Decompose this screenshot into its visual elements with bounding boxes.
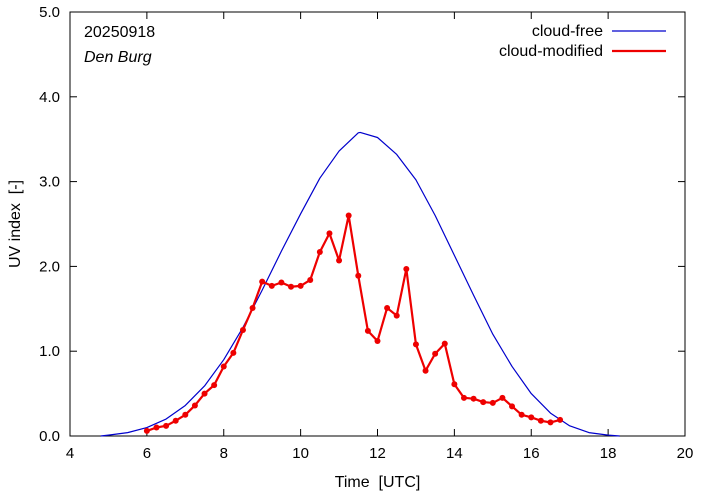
- data-point-cloud-modified: [451, 381, 458, 388]
- legend-label-cloud-modified: cloud-modified: [499, 43, 603, 60]
- data-point-cloud-modified: [326, 230, 333, 237]
- data-point-cloud-modified: [547, 419, 554, 426]
- data-point-cloud-modified: [509, 403, 516, 410]
- data-point-cloud-modified: [345, 212, 352, 219]
- data-point-cloud-modified: [297, 282, 304, 289]
- x-axis-label: Time [UTC]: [335, 474, 421, 491]
- data-point-cloud-modified: [364, 327, 371, 334]
- data-point-cloud-modified: [163, 422, 170, 429]
- x-tick-label: 8: [220, 445, 228, 462]
- data-point-cloud-modified: [460, 394, 467, 401]
- data-point-cloud-modified: [537, 417, 544, 424]
- data-point-cloud-modified: [528, 414, 535, 421]
- data-point-cloud-modified: [220, 363, 227, 370]
- y-tick-label: 0.0: [39, 428, 60, 445]
- plot-frame: [69, 11, 686, 437]
- series-line-cloud-modified: [146, 214, 561, 432]
- x-tick-label: 10: [292, 445, 309, 462]
- x-tick-label: 14: [446, 445, 463, 462]
- data-point-cloud-modified: [480, 399, 487, 406]
- data-point-cloud-modified: [412, 341, 419, 348]
- y-tick-label: 5.0: [39, 4, 60, 21]
- x-tick-label: 16: [523, 445, 540, 462]
- data-point-cloud-modified: [307, 276, 314, 283]
- data-point-cloud-modified: [268, 282, 275, 289]
- x-tick-label: 4: [66, 445, 74, 462]
- data-point-cloud-modified: [355, 272, 362, 279]
- data-point-cloud-modified: [499, 394, 506, 401]
- date-annotation: 20250918: [84, 24, 155, 41]
- axis-tick-labels: 4 6 8 10 12 14 16 18 20 0.0 1.0 2.0 3.0 4.0 5.0: [39, 4, 693, 462]
- x-tick-label: 20: [677, 445, 694, 462]
- data-point-cloud-modified: [172, 417, 179, 424]
- data-point-cloud-modified: [316, 248, 323, 255]
- x-tick-label: 12: [369, 445, 386, 462]
- axis-ticks: [69, 11, 686, 437]
- data-point-cloud-modified: [239, 327, 246, 333]
- data-point-cloud-modified: [259, 278, 266, 285]
- data-point-cloud-modified: [393, 312, 400, 319]
- station-annotation: Den Burg: [84, 49, 152, 66]
- data-point-cloud-modified: [288, 283, 295, 290]
- data-point-cloud-modified: [470, 395, 477, 402]
- data-point-cloud-modified: [557, 416, 564, 423]
- series-layer: [100, 131, 620, 437]
- legend-label-cloud-free: cloud-free: [532, 23, 603, 40]
- data-point-cloud-modified: [230, 349, 237, 356]
- data-point-cloud-modified: [432, 350, 439, 357]
- y-axis-label: UV index [-]: [7, 180, 24, 268]
- data-point-cloud-modified: [191, 402, 198, 409]
- data-point-cloud-modified: [518, 411, 525, 418]
- legend: cloud-free cloud-modified: [499, 23, 666, 60]
- series-line-cloud-free: [100, 131, 620, 437]
- y-tick-label: 1.0: [39, 343, 60, 360]
- data-point-cloud-modified: [249, 304, 256, 311]
- data-point-cloud-modified: [336, 257, 343, 264]
- y-tick-label: 2.0: [39, 258, 60, 275]
- data-point-cloud-modified: [422, 367, 429, 374]
- data-point-cloud-modified: [441, 340, 448, 347]
- data-point-cloud-modified: [278, 279, 285, 286]
- data-point-cloud-modified: [182, 411, 189, 418]
- data-point-cloud-modified: [211, 382, 218, 389]
- data-point-cloud-modified: [489, 399, 496, 406]
- data-point-cloud-modified: [384, 304, 391, 311]
- data-point-cloud-modified: [153, 424, 160, 431]
- data-point-cloud-modified: [201, 390, 208, 397]
- x-tick-label: 18: [600, 445, 617, 462]
- data-point-cloud-modified: [374, 338, 381, 345]
- y-tick-label: 3.0: [39, 174, 60, 191]
- data-point-cloud-modified: [143, 427, 150, 434]
- y-tick-label: 4.0: [39, 89, 60, 106]
- data-point-cloud-modified: [403, 265, 410, 272]
- x-tick-label: 6: [143, 445, 151, 462]
